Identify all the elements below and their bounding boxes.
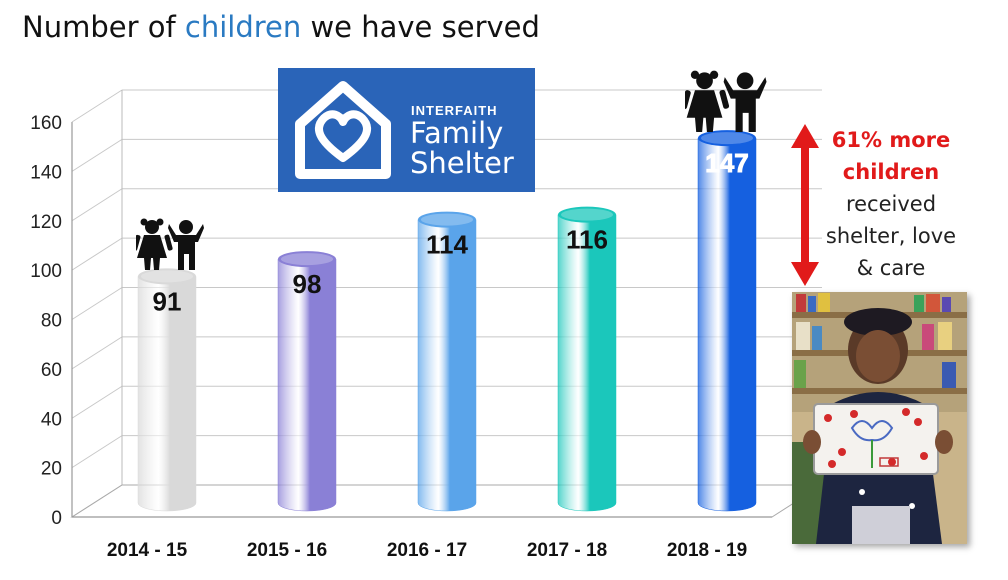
y-tick-label: 120	[30, 212, 62, 233]
bar-top	[138, 268, 196, 285]
value-labels: 91 98 114 116 147	[153, 148, 750, 317]
grid-line	[71, 188, 123, 222]
bar-top-highlight	[421, 213, 473, 226]
category-label: 2016 - 17	[387, 540, 467, 561]
logo-text-shelter: Shelter	[410, 146, 514, 180]
bar	[137, 268, 197, 512]
grid-line	[71, 237, 123, 271]
category-label: 2018 - 19	[667, 540, 747, 561]
bar-body	[697, 137, 757, 512]
bar-body	[137, 276, 197, 512]
value-label: 147	[705, 148, 748, 178]
bar	[697, 130, 757, 512]
logo-text-family: Family	[410, 116, 504, 150]
children-icon	[136, 218, 204, 270]
y-tick-label: 20	[41, 459, 62, 480]
growth-note: 61% more children received shelter, love…	[818, 124, 964, 284]
grid-line	[71, 435, 123, 469]
y-tick-label: 140	[30, 162, 62, 183]
grid-line	[71, 138, 123, 172]
category-label: 2014 - 15	[107, 540, 188, 561]
bar-top	[418, 211, 476, 228]
bar-top	[698, 130, 756, 147]
value-label: 91	[153, 286, 182, 316]
bar-body	[557, 214, 617, 512]
growth-text-line: received	[845, 192, 937, 216]
growth-text-line: shelter, love	[825, 224, 957, 248]
bar-body	[417, 219, 477, 512]
value-label: 116	[566, 225, 608, 255]
bars	[137, 130, 757, 512]
y-tick-label: 40	[41, 409, 62, 430]
grid-line	[71, 287, 123, 320]
y-tick-label: 60	[41, 360, 62, 381]
logo-text-interfaith: INTERFAITH	[411, 103, 498, 118]
growth-highlight: 61% more children	[831, 128, 951, 184]
growth-text-line: & care	[856, 256, 926, 280]
bar-body	[277, 258, 337, 512]
value-label: 98	[293, 269, 322, 299]
value-label: 114	[426, 230, 468, 260]
y-tick-label: 80	[41, 311, 62, 332]
bar-top-highlight	[281, 253, 333, 266]
house-heart-icon	[295, 81, 391, 179]
bar-top	[278, 251, 336, 268]
y-tick-labels: 0 20 40 60 80 100 120 140 160	[30, 113, 62, 529]
shelter-logo: INTERFAITH Family Shelter	[278, 68, 535, 192]
title-prefix: Number of	[22, 10, 185, 44]
bar	[417, 211, 477, 512]
title-suffix: we have served	[301, 10, 540, 44]
children-icon	[685, 70, 767, 132]
bar-top-highlight	[561, 208, 613, 221]
bar-top	[558, 206, 616, 223]
grid-line	[71, 385, 123, 419]
y-tick-label: 0	[51, 508, 62, 529]
category-label: 2017 - 18	[527, 540, 607, 561]
grid-line	[71, 89, 123, 123]
bar	[557, 206, 617, 512]
title-highlight: children	[184, 10, 302, 44]
y-tick-label: 100	[30, 261, 62, 282]
category-labels: 2014 - 15 2015 - 16 2016 - 17 2017 - 18 2018…	[107, 540, 747, 561]
bar-top-highlight	[701, 132, 753, 145]
bar-top-highlight	[141, 270, 193, 283]
child-photo	[792, 292, 967, 544]
chart-title: Number of children we have served	[22, 10, 540, 44]
category-label: 2015 - 16	[247, 540, 327, 561]
up-down-arrow-icon	[791, 124, 819, 286]
grid-line	[71, 336, 123, 370]
y-tick-label: 160	[30, 113, 62, 134]
bar	[277, 251, 337, 512]
